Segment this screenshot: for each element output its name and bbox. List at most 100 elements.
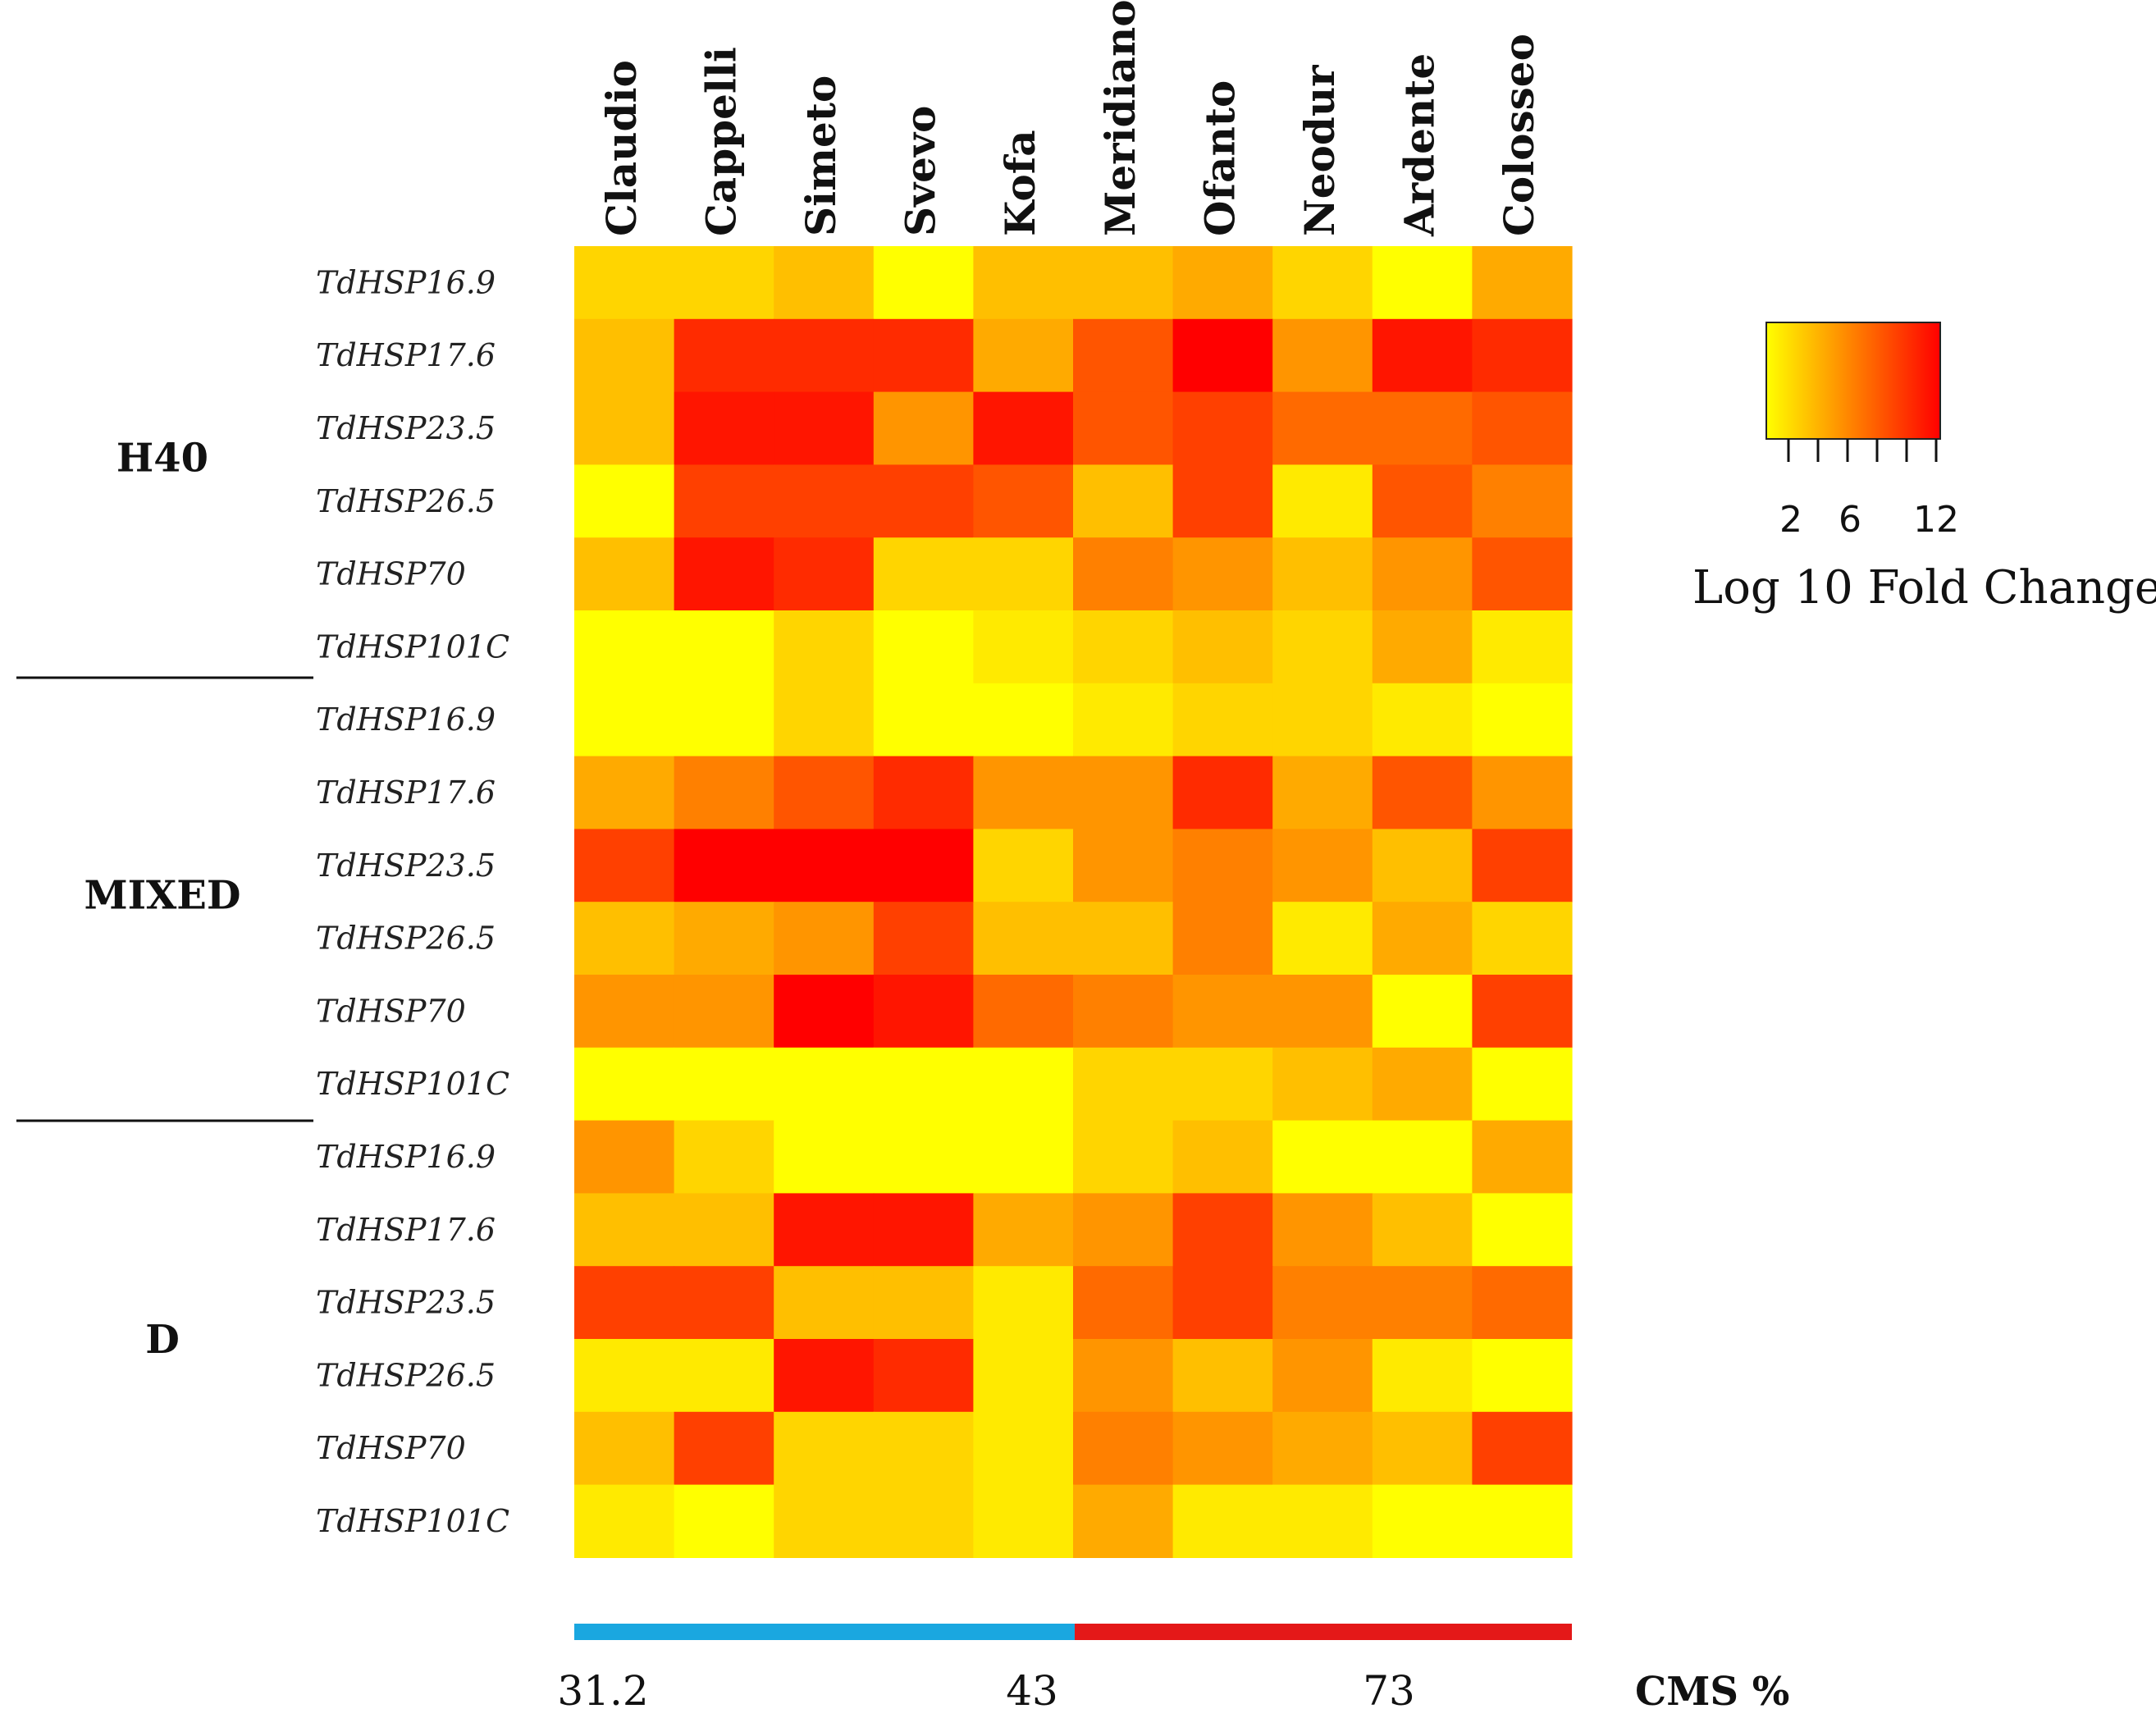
heatmap-cell: [674, 902, 774, 976]
heatmap-cell: [1172, 1266, 1273, 1340]
heatmap-cell: [1472, 829, 1573, 902]
heatmap-cell: [574, 756, 675, 829]
heatmap-cell: [1172, 246, 1273, 320]
heatmap-cell: [774, 683, 875, 757]
heatmap-cell: [1472, 1266, 1573, 1340]
row-label: TdHSP101C: [316, 628, 509, 665]
cms-tick-labels: 31.2 43 73: [557, 1667, 1414, 1715]
heatmap-cell: [873, 1193, 974, 1267]
heatmap-cell: [1472, 683, 1573, 757]
heatmap-cell: [1172, 975, 1273, 1049]
heatmap-cell: [1272, 610, 1373, 684]
heatmap-cell: [1073, 610, 1174, 684]
heatmap-cell: [1172, 902, 1273, 976]
heatmap-cell: [873, 1266, 974, 1340]
row-label: TdHSP17.6: [316, 1212, 496, 1248]
heatmap-cell: [1073, 464, 1174, 538]
heatmap-cell: [674, 391, 774, 465]
row-label: TdHSP101C: [316, 1066, 509, 1102]
heatmap-cell: [774, 902, 875, 976]
heatmap-cell: [1272, 1411, 1373, 1486]
heatmap-cell: [1372, 1193, 1473, 1267]
heatmap-cell: [973, 902, 1074, 976]
heatmap-cell: [1272, 318, 1373, 393]
heatmap-cell: [1172, 610, 1273, 684]
heatmap-cell: [774, 318, 875, 393]
heatmap-cell: [973, 318, 1074, 393]
legend-tick-label: 6: [1839, 499, 1861, 541]
column-label: Neodur: [1295, 65, 1344, 236]
group-labels: H40 MIXED D: [84, 436, 240, 1364]
heatmap-cell: [1372, 464, 1473, 538]
heatmap-cell: [873, 683, 974, 757]
heatmap-cell: [973, 1047, 1074, 1122]
group-label: H40: [116, 436, 208, 482]
heatmap-cell: [1073, 1411, 1174, 1486]
column-label: Colosseo: [1495, 34, 1543, 236]
heatmap-cell: [674, 610, 774, 684]
heatmap-cell: [1073, 318, 1174, 393]
heatmap-cell: [574, 683, 675, 757]
heatmap-cell: [674, 1120, 774, 1194]
heatmap-cell: [1172, 391, 1273, 465]
heatmap-cell: [674, 537, 774, 611]
heatmap-cell: [674, 1266, 774, 1340]
heatmap-cell: [1272, 975, 1373, 1049]
color-legend: 2 6 12 Log 10 Fold Change: [1692, 322, 2156, 615]
heatmap-cell: [973, 464, 1074, 538]
heatmap-cell: [1172, 1047, 1273, 1122]
heatmap-cell: [574, 975, 675, 1049]
heatmap-cell: [774, 391, 875, 465]
heatmap-cell: [1372, 1266, 1473, 1340]
heatmap-cell: [973, 1411, 1074, 1486]
heatmap-cell: [1272, 391, 1373, 465]
heatmap-cell: [1472, 246, 1573, 320]
heatmap-cell: [873, 1411, 974, 1486]
heatmap-cell: [873, 391, 974, 465]
heatmap-cell: [1372, 975, 1473, 1049]
row-label: TdHSP70: [316, 1430, 466, 1466]
heatmap-cell: [574, 829, 675, 902]
row-label: TdHSP26.5: [316, 921, 496, 957]
heatmap-cell: [1372, 318, 1473, 393]
heatmap-cell: [774, 829, 875, 902]
heatmap-cell: [1073, 683, 1174, 757]
heatmap-cell: [1272, 756, 1373, 829]
heatmap-cell: [1472, 1193, 1573, 1267]
heatmap-cell: [774, 246, 875, 320]
column-label: Simeto: [797, 75, 845, 236]
heatmap-cell: [574, 1120, 675, 1194]
heatmap-cell: [1272, 1120, 1373, 1194]
row-labels: TdHSP16.9 TdHSP17.6 TdHSP23.5 TdHSP26.5 TdHS…: [316, 264, 509, 1539]
heatmap-cell: [574, 610, 675, 684]
heatmap-cell: [1372, 829, 1473, 902]
heatmap-cell: [1172, 318, 1273, 393]
heatmap-cell: [774, 1266, 875, 1340]
heatmap-cell: [973, 610, 1074, 684]
heatmap-cell: [1272, 246, 1373, 320]
row-label: TdHSP16.9: [316, 701, 496, 738]
cms-bar: 31.2 43 73 CMS %: [557, 1624, 1789, 1715]
heatmap-cell: [1172, 464, 1273, 538]
heatmap-cell: [973, 246, 1074, 320]
row-label: TdHSP17.6: [316, 774, 496, 811]
heatmap-cell: [674, 246, 774, 320]
heatmap-cell: [873, 1047, 974, 1122]
heatmap-cell: [1272, 829, 1373, 902]
heatmap-cell: [674, 975, 774, 1049]
row-label: TdHSP16.9: [316, 1139, 496, 1175]
heatmap-cell: [1073, 902, 1174, 976]
row-label: TdHSP26.5: [316, 483, 496, 519]
row-label: TdHSP26.5: [316, 1357, 496, 1393]
column-label: Claudio: [597, 60, 646, 236]
group-separators: [16, 676, 313, 1122]
column-label: Meridiano: [1096, 0, 1144, 236]
heatmap-cell: [1073, 1193, 1174, 1267]
legend-tick-label: 12: [1913, 499, 1959, 541]
legend-title: Log 10 Fold Change: [1692, 561, 2156, 615]
heatmap-cell: [1172, 537, 1273, 611]
heatmap-cell: [574, 902, 675, 976]
heatmap-cell: [1472, 902, 1573, 976]
heatmap-cell: [774, 1047, 875, 1122]
row-label: TdHSP23.5: [316, 410, 496, 446]
